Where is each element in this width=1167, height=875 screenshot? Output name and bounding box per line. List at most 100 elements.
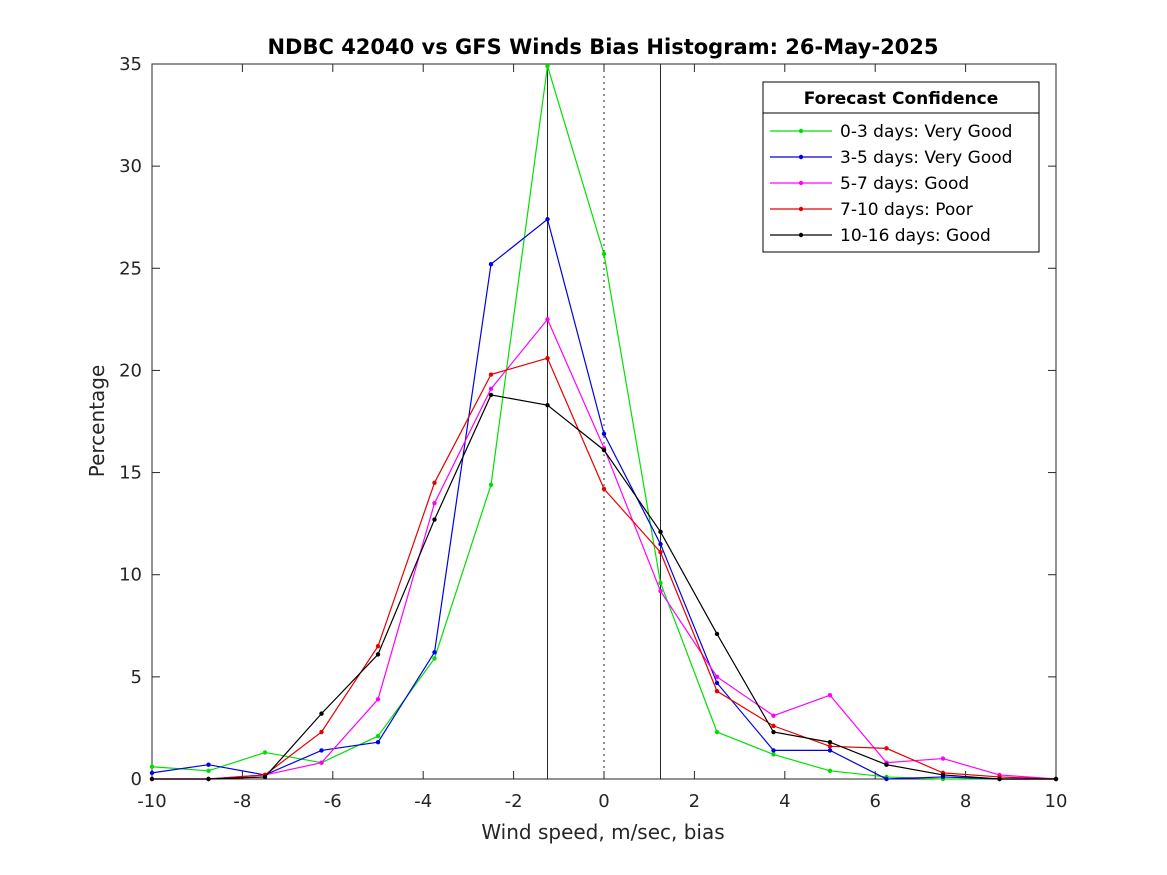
data-point xyxy=(658,580,663,586)
data-point xyxy=(488,482,494,488)
data-point xyxy=(771,752,776,757)
legend-label: 7-10 days: Poor xyxy=(840,200,973,220)
data-point xyxy=(545,217,550,222)
legend-item-0: 0-3 days: Very Good xyxy=(770,122,1012,142)
data-point xyxy=(206,776,211,782)
legend-item-3: 7-10 days: Poor xyxy=(770,200,973,220)
data-point xyxy=(375,644,381,649)
x-tick-label: -6 xyxy=(324,791,342,812)
data-point xyxy=(206,762,211,767)
legend-marker xyxy=(798,206,804,212)
data-point xyxy=(658,550,663,555)
data-point xyxy=(432,650,437,655)
data-point xyxy=(1053,776,1059,782)
legend-item-4: 10-16 days: Good xyxy=(770,226,991,246)
data-point xyxy=(884,776,889,782)
data-point xyxy=(771,723,776,729)
data-point xyxy=(149,776,155,782)
legend-box xyxy=(762,81,1040,253)
data-point xyxy=(375,697,381,702)
series-3 xyxy=(149,355,1059,782)
x-tick-label: -8 xyxy=(233,791,251,812)
data-point xyxy=(714,631,720,637)
y-tick-label: 10 xyxy=(119,565,142,586)
data-point xyxy=(206,768,211,774)
data-point xyxy=(658,529,663,535)
legend-label: 3-5 days: Very Good xyxy=(840,148,1012,168)
data-point xyxy=(658,588,663,594)
data-point xyxy=(601,251,607,257)
data-point xyxy=(827,748,833,753)
legend-label: 5-7 days: Good xyxy=(840,174,969,194)
data-point xyxy=(658,541,663,547)
data-point xyxy=(488,392,494,398)
data-point xyxy=(997,776,1002,782)
data-point xyxy=(432,480,437,485)
axis-ticks: -10 -8 -6 -4 -2 0 2 4 6 8 10 0 5 10 15 20 25 30 35 xyxy=(119,54,1067,812)
legend-title: Forecast Confidence xyxy=(804,89,999,109)
data-point xyxy=(545,402,550,408)
legend-marker xyxy=(798,180,804,186)
data-point xyxy=(432,517,437,522)
y-tick-label: 35 xyxy=(119,54,142,75)
data-point xyxy=(488,372,494,377)
x-tick-label: 10 xyxy=(1045,791,1068,812)
data-point xyxy=(545,355,550,361)
series-4 xyxy=(149,392,1059,782)
data-point xyxy=(488,386,494,392)
x-tick-label: 0 xyxy=(598,791,609,812)
data-point xyxy=(319,760,324,765)
legend-item-2: 5-7 days: Good xyxy=(770,174,969,194)
data-point xyxy=(714,688,720,694)
x-axis-label: Wind speed, m/sec, bias xyxy=(481,820,724,844)
data-point xyxy=(771,729,776,735)
y-tick-label: 0 xyxy=(131,769,142,790)
data-point xyxy=(771,713,776,718)
legend: Forecast Confidence 0-3 days: Very Good 3… xyxy=(762,81,1040,253)
data-point xyxy=(149,764,155,769)
y-tick-label: 20 xyxy=(119,360,142,381)
data-point xyxy=(827,744,833,749)
x-tick-label: 6 xyxy=(869,791,880,812)
legend-marker xyxy=(798,154,804,160)
x-tick-label: -10 xyxy=(137,791,166,812)
y-tick-label: 25 xyxy=(119,258,142,279)
legend-items: 0-3 days: Very Good 3-5 days: Very Good 5-… xyxy=(770,122,1012,246)
legend-marker xyxy=(798,128,804,134)
data-point xyxy=(827,768,833,774)
data-point xyxy=(601,486,607,492)
chart-title: NDBC 42040 vs GFS Winds Bias Histogram: … xyxy=(267,35,938,59)
data-point xyxy=(319,711,324,716)
legend-item-1: 3-5 days: Very Good xyxy=(770,148,1012,168)
series-layer xyxy=(149,63,1059,782)
data-point xyxy=(375,652,381,657)
legend-label: 0-3 days: Very Good xyxy=(840,122,1012,142)
data-point xyxy=(940,772,946,778)
data-point xyxy=(545,317,550,322)
data-point xyxy=(432,501,437,506)
data-point xyxy=(375,740,381,745)
data-point xyxy=(432,656,437,661)
data-point xyxy=(940,756,946,761)
data-point xyxy=(319,729,324,735)
data-point xyxy=(714,674,720,680)
data-point xyxy=(884,762,889,767)
y-axis-label: Percentage xyxy=(85,365,109,478)
data-point xyxy=(319,748,324,753)
x-tick-label: 2 xyxy=(689,791,700,812)
data-point xyxy=(149,770,155,776)
legend-label: 10-16 days: Good xyxy=(840,226,991,246)
data-point xyxy=(827,693,833,698)
legend-marker xyxy=(798,232,804,238)
x-tick-label: -4 xyxy=(414,791,432,812)
data-point xyxy=(375,733,381,739)
data-point xyxy=(884,746,889,751)
data-point xyxy=(714,729,720,735)
data-point xyxy=(601,447,607,453)
data-point xyxy=(545,63,550,69)
data-point xyxy=(771,748,776,753)
x-tick-label: -2 xyxy=(505,791,523,812)
data-point xyxy=(714,680,720,686)
x-tick-label: 4 xyxy=(779,791,790,812)
